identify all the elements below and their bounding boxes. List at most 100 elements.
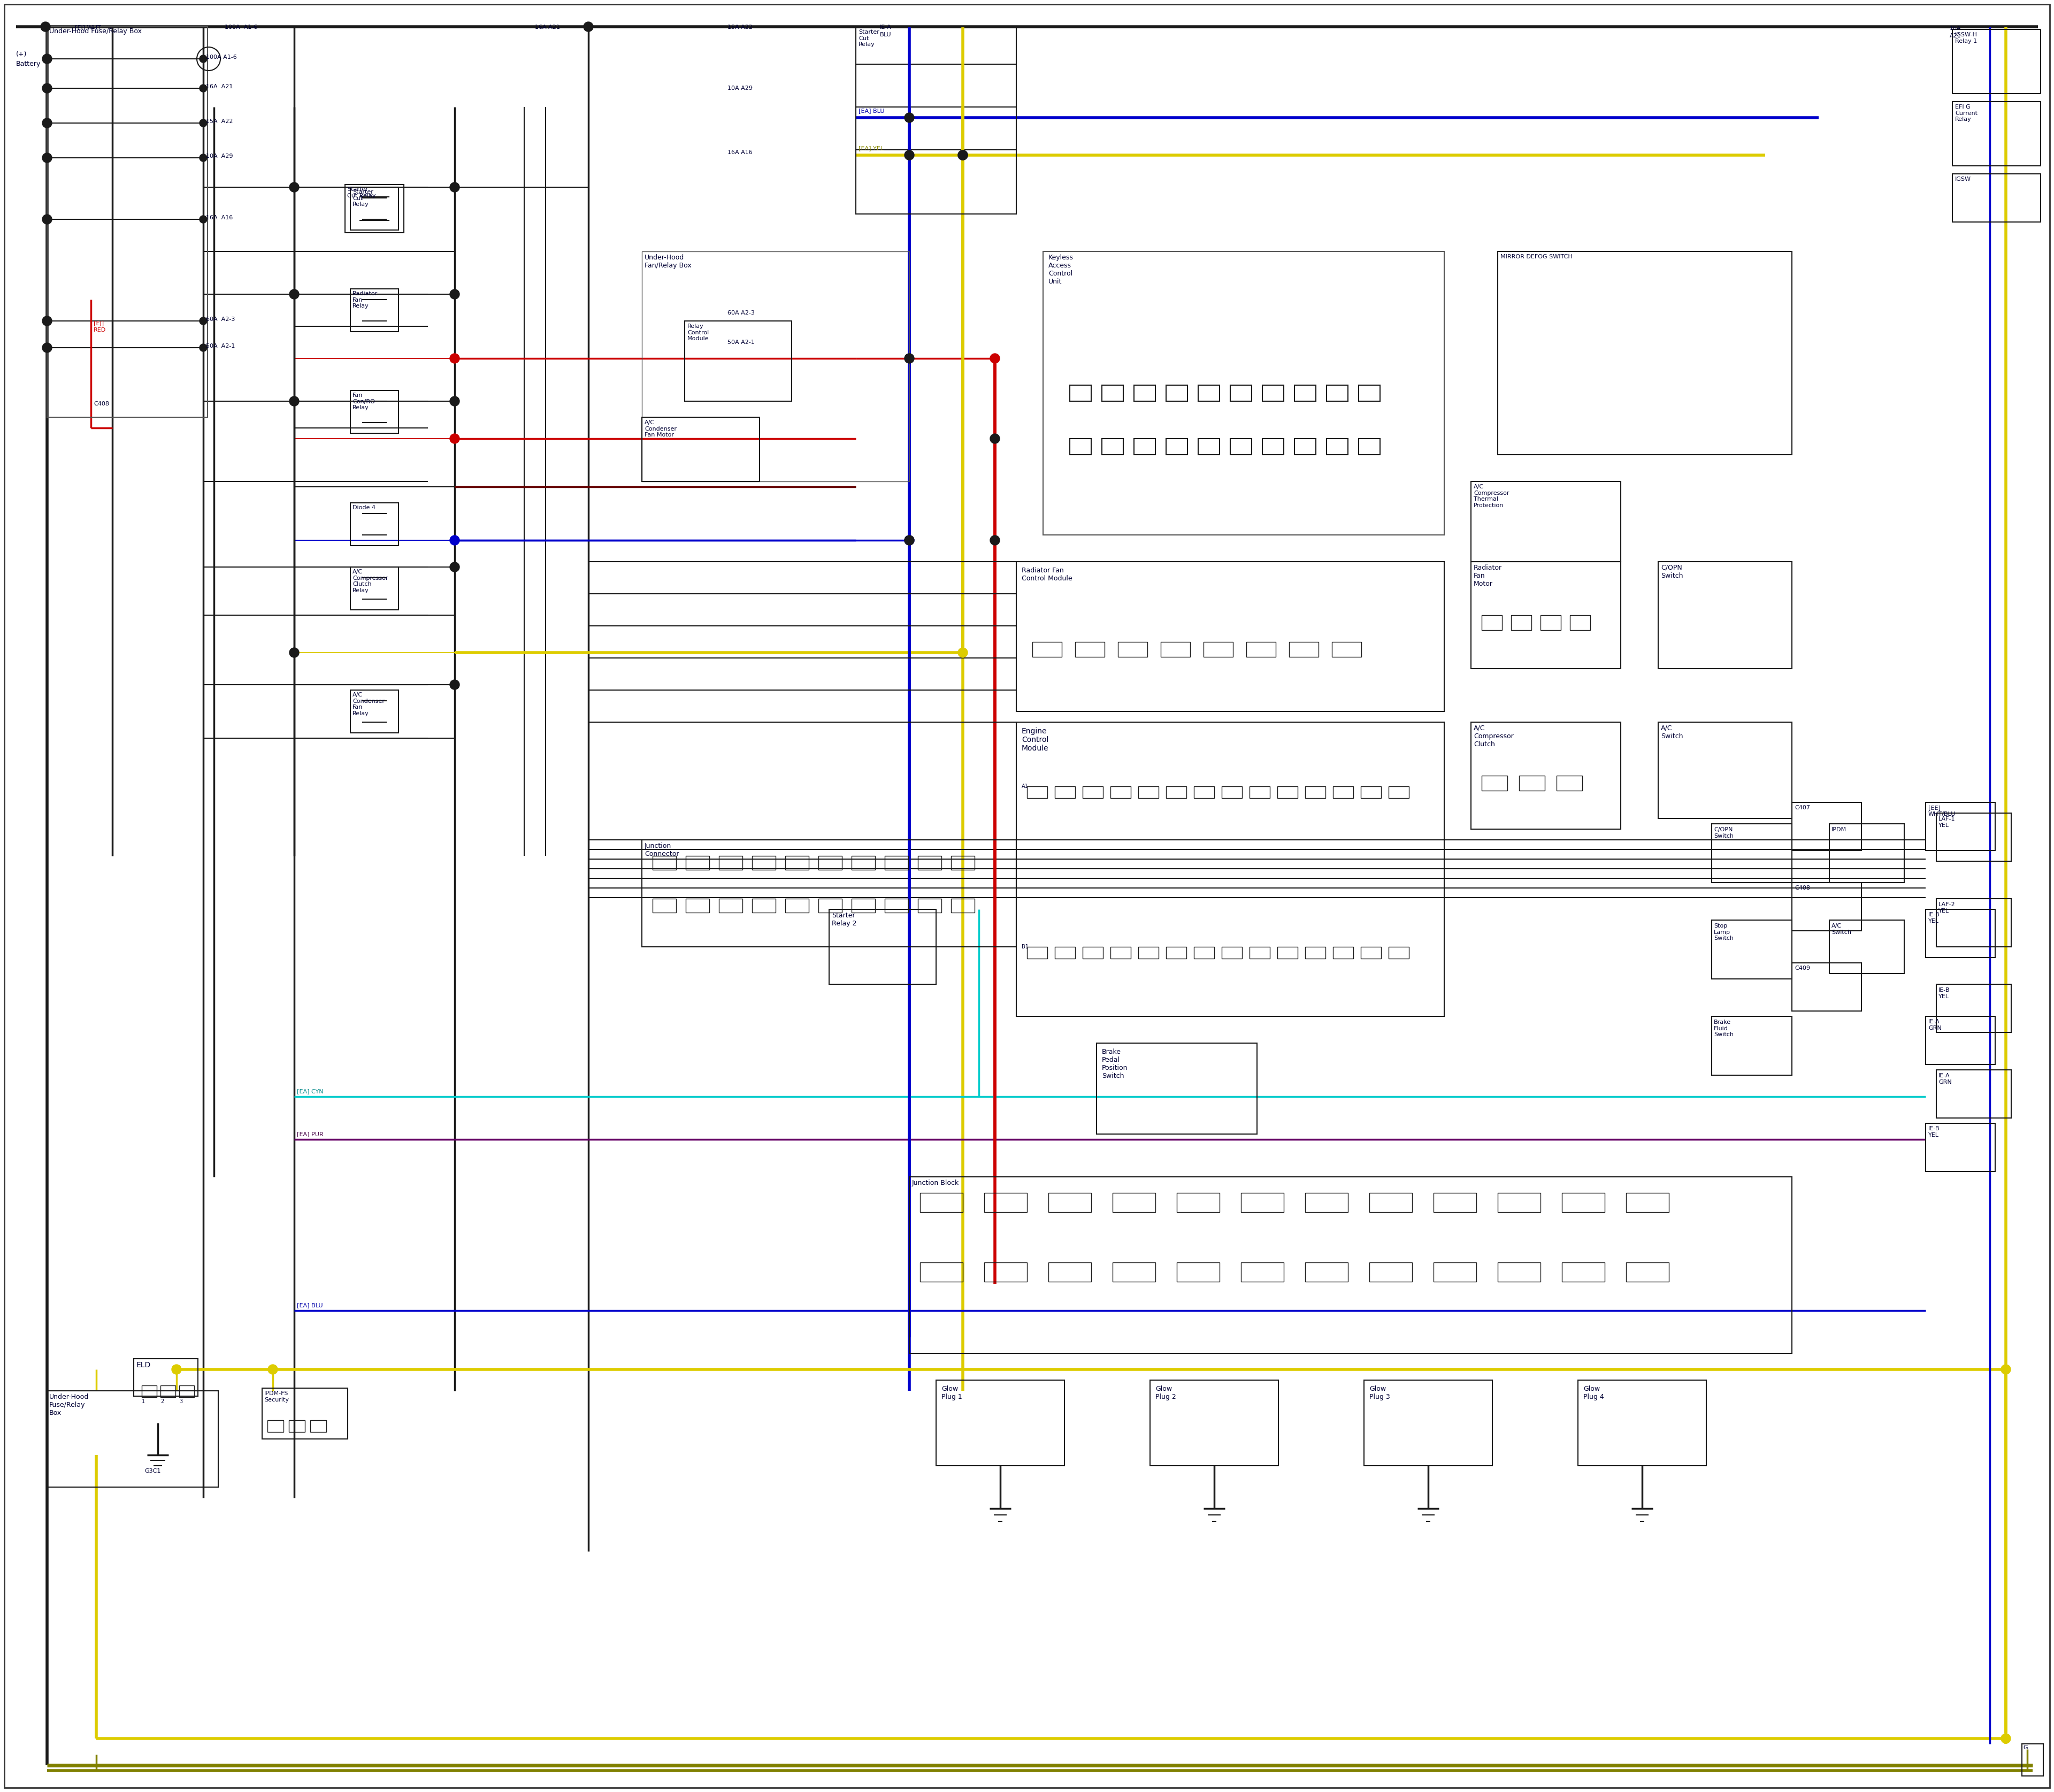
Bar	[1249, 787, 1269, 797]
Bar	[47, 27, 207, 418]
Text: [EA] BLU: [EA] BLU	[298, 1303, 322, 1308]
Bar	[1927, 803, 1994, 851]
Bar	[1056, 787, 1074, 797]
Bar	[1953, 102, 2040, 167]
Circle shape	[43, 54, 51, 65]
Text: [EA] BLU: [EA] BLU	[859, 108, 885, 113]
Bar	[1294, 385, 1317, 401]
Bar	[1304, 787, 1325, 797]
Bar	[1230, 439, 1251, 455]
Bar	[1389, 787, 1409, 797]
Bar	[1569, 615, 1590, 631]
Circle shape	[990, 353, 1000, 364]
Bar	[263, 1389, 347, 1439]
Text: IGSW: IGSW	[1955, 177, 1972, 181]
Bar	[1082, 946, 1103, 959]
Circle shape	[904, 536, 914, 545]
Bar	[1937, 984, 2011, 1032]
Bar	[1364, 1380, 1493, 1466]
Text: [EA] YEL: [EA] YEL	[859, 145, 883, 151]
Circle shape	[43, 152, 51, 163]
Circle shape	[43, 315, 51, 326]
Bar	[1711, 919, 1791, 978]
Text: IE-B
YEL: IE-B YEL	[1929, 1125, 1939, 1138]
Bar	[1791, 803, 1861, 851]
Bar	[1370, 1193, 1413, 1211]
Bar	[1791, 883, 1861, 930]
Bar	[1658, 722, 1791, 819]
Text: A/C
Switch: A/C Switch	[1832, 923, 1851, 935]
Text: Diode 4: Diode 4	[353, 505, 376, 511]
Bar	[1074, 642, 1105, 658]
Text: [EI] WHT: [EI] WHT	[74, 25, 101, 30]
Bar	[1481, 776, 1508, 790]
Bar	[1241, 1193, 1284, 1211]
Bar	[918, 898, 941, 912]
Bar	[1711, 824, 1791, 883]
Text: 10A  A29: 10A A29	[205, 154, 232, 159]
Text: 16A  A16: 16A A16	[205, 215, 232, 220]
Text: [EJ]
RED: [EJ] RED	[94, 321, 107, 333]
Circle shape	[43, 84, 51, 93]
Bar	[830, 909, 937, 984]
Bar	[984, 1193, 1027, 1211]
Bar	[951, 857, 974, 869]
Bar	[1177, 1193, 1220, 1211]
Bar	[142, 1385, 156, 1398]
Bar	[1937, 814, 2011, 862]
Bar	[1230, 385, 1251, 401]
Text: LAF-2
YEL: LAF-2 YEL	[1939, 901, 1955, 914]
Bar	[1304, 1262, 1347, 1281]
Text: 2: 2	[160, 1400, 164, 1405]
Text: IPDM-FS
Security: IPDM-FS Security	[265, 1391, 290, 1403]
Text: 60A  A2-3: 60A A2-3	[205, 317, 234, 323]
Text: MIRROR DEFOG SWITCH: MIRROR DEFOG SWITCH	[1499, 254, 1573, 260]
Circle shape	[199, 84, 207, 91]
Text: Radiator Fan
Control Module: Radiator Fan Control Module	[1021, 566, 1072, 582]
Bar	[351, 391, 398, 434]
Circle shape	[957, 151, 967, 159]
Bar	[1197, 385, 1220, 401]
Circle shape	[957, 151, 967, 159]
Text: Keyless
Access
Control
Unit: Keyless Access Control Unit	[1048, 254, 1074, 285]
Bar	[1222, 787, 1243, 797]
Bar	[1304, 1193, 1347, 1211]
Bar	[1138, 787, 1158, 797]
Bar	[885, 898, 908, 912]
Bar	[1056, 946, 1074, 959]
Bar	[852, 857, 875, 869]
Text: 50A  A2-1: 50A A2-1	[205, 344, 234, 349]
Bar	[351, 186, 398, 229]
Bar	[290, 1421, 304, 1432]
Bar	[1331, 642, 1362, 658]
Bar	[1471, 482, 1621, 561]
Bar	[1263, 439, 1284, 455]
Circle shape	[450, 536, 460, 545]
Bar	[1167, 439, 1187, 455]
Bar	[1481, 615, 1501, 631]
Text: Junction Block: Junction Block	[912, 1179, 959, 1186]
Circle shape	[199, 344, 207, 351]
Bar	[918, 857, 941, 869]
Bar	[1134, 439, 1154, 455]
Circle shape	[2001, 1364, 2011, 1374]
Circle shape	[199, 56, 207, 63]
Bar	[1134, 385, 1154, 401]
Bar	[1711, 1016, 1791, 1075]
Bar	[310, 1421, 327, 1432]
Bar	[1370, 1262, 1413, 1281]
Bar	[937, 1380, 1064, 1466]
Circle shape	[290, 396, 300, 407]
Text: Glow
Plug 3: Glow Plug 3	[1370, 1385, 1391, 1400]
Text: C/OPN
Switch: C/OPN Switch	[1713, 826, 1734, 839]
Bar	[951, 898, 974, 912]
Circle shape	[957, 647, 967, 658]
Bar	[719, 898, 741, 912]
Text: C408: C408	[94, 401, 109, 407]
Bar	[1249, 946, 1269, 959]
Text: IE-A: IE-A	[879, 25, 891, 30]
Text: [EE]
WHT/BLU: [EE] WHT/BLU	[1929, 805, 1955, 817]
Bar	[1358, 439, 1380, 455]
Bar	[1830, 919, 1904, 973]
Bar	[686, 857, 709, 869]
